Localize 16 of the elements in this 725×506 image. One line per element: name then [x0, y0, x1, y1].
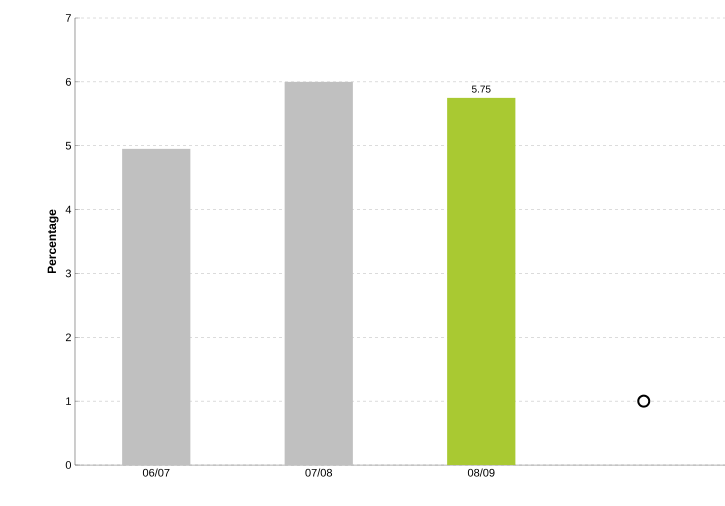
bar	[122, 148, 190, 465]
y-axis-title: Percentage	[48, 210, 58, 274]
y-tick-label: 7	[66, 14, 71, 22]
x-tick-label: 06/07	[142, 468, 170, 477]
x-tick-label: 08/09	[468, 468, 494, 477]
y-tick-label: 5	[66, 142, 71, 150]
bar	[284, 82, 353, 465]
bar	[447, 98, 516, 465]
y-tick-label: 6	[66, 78, 71, 86]
data-label: 5.75	[472, 86, 491, 93]
y-tick-label: 0	[66, 461, 72, 469]
x-tick-label: 07/08	[305, 468, 332, 477]
y-tick-label: 4	[66, 206, 72, 214]
y-tick-label: 2	[66, 333, 71, 342]
y-tick-label: 1	[66, 397, 71, 405]
y-tick-label: 3	[66, 270, 71, 278]
